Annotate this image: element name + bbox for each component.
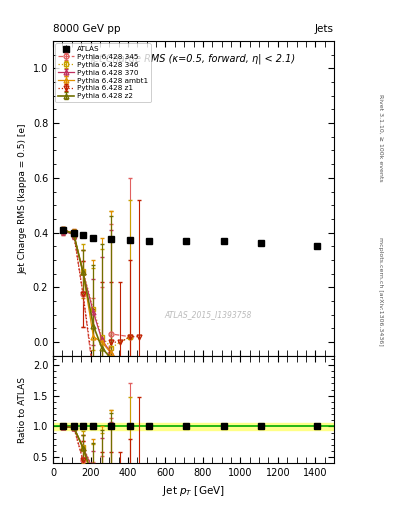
Bar	[53, 423, 334, 430]
Text: 8000 GeV pp: 8000 GeV pp	[53, 24, 121, 34]
Y-axis label: Ratio to ATLAS: Ratio to ATLAS	[18, 377, 27, 442]
Text: ATLAS_2015_I1393758: ATLAS_2015_I1393758	[164, 310, 251, 319]
Text: Rivet 3.1.10, ≥ 100k events: Rivet 3.1.10, ≥ 100k events	[378, 94, 383, 182]
X-axis label: Jet $p_T$ [GeV]: Jet $p_T$ [GeV]	[162, 484, 225, 498]
Text: mcplots.cern.ch [arXiv:1306.3436]: mcplots.cern.ch [arXiv:1306.3436]	[378, 238, 383, 346]
Legend: ATLAS, Pythia 6.428 345, Pythia 6.428 346, Pythia 6.428 370, Pythia 6.428 ambt1,: ATLAS, Pythia 6.428 345, Pythia 6.428 34…	[55, 43, 151, 102]
Y-axis label: Jet Charge RMS (kappa = 0.5) [e]: Jet Charge RMS (kappa = 0.5) [e]	[18, 123, 27, 273]
Text: Jets: Jets	[315, 24, 334, 34]
Text: Jet Charge RMS (κ=0.5, forward, η| < 2.1): Jet Charge RMS (κ=0.5, forward, η| < 2.1…	[91, 54, 296, 64]
